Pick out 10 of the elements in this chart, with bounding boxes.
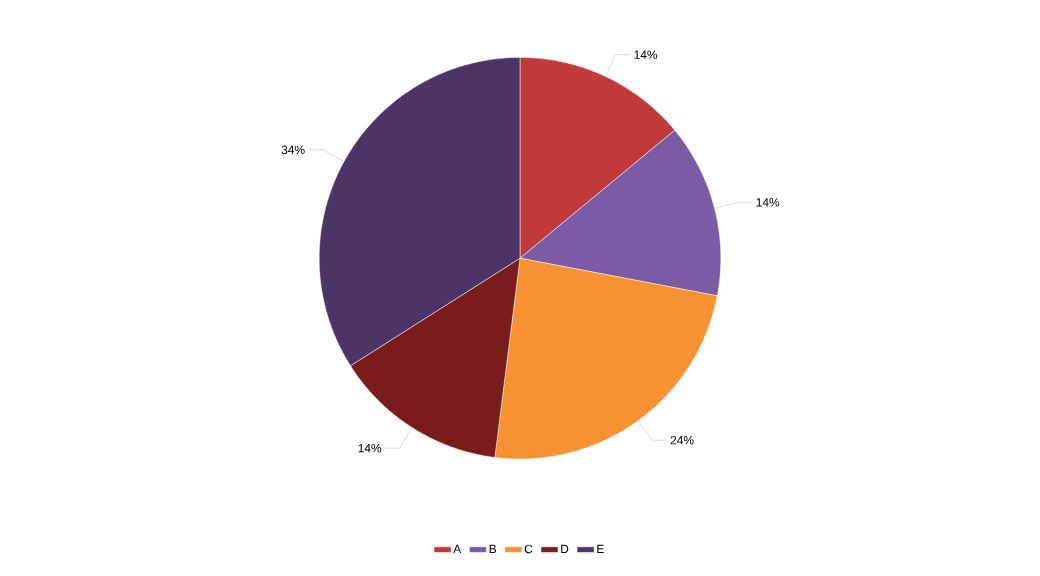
- data-label: 14%: [358, 443, 382, 453]
- data-label: 14%: [756, 198, 780, 207]
- legend-label: C: [524, 544, 533, 554]
- legend-label: D: [561, 544, 569, 553]
- legend-label: A: [453, 544, 462, 553]
- data-label: 24%: [670, 435, 694, 445]
- legend-label: E: [597, 544, 604, 553]
- data-label: 14%: [634, 50, 658, 59]
- legend-label: B: [489, 544, 497, 553]
- data-label: 34%: [281, 145, 305, 155]
